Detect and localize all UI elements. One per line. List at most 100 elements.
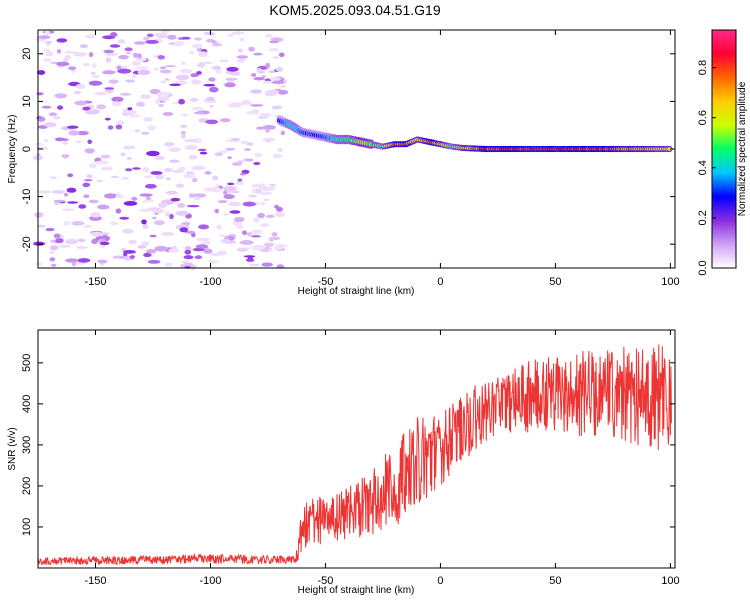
noise-blob [129, 114, 141, 118]
noise-blob [105, 57, 112, 63]
noise-blob [117, 39, 126, 44]
noise-blob [169, 83, 181, 87]
noise-blob [247, 232, 252, 237]
noise-blob [165, 190, 178, 195]
noise-blob [154, 155, 165, 160]
noise-blob [83, 224, 93, 229]
noise-blob [63, 192, 69, 197]
noise-blob [44, 41, 53, 44]
noise-blob [203, 83, 216, 87]
noise-blob [58, 244, 71, 248]
noise-blob [108, 79, 119, 84]
noise-blob [164, 262, 173, 267]
x-tick-label: -50 [318, 575, 334, 587]
colorbar-ticks: 0.0 0.2 0.4 0.6 0.8 [697, 60, 716, 276]
noise-blob [224, 82, 236, 88]
noise-blob [73, 52, 87, 57]
colorbar-tick-label: 0.6 [697, 110, 709, 125]
noise-blob [272, 153, 282, 159]
noise-blob [237, 48, 243, 53]
x-tick-label: -50 [318, 276, 334, 288]
noise-blob [270, 186, 276, 191]
y-tick-label: -10 [21, 189, 33, 205]
noise-blob [257, 70, 265, 74]
noise-blob [53, 233, 61, 239]
noise-blob [161, 199, 170, 203]
noise-blob [142, 223, 149, 229]
noise-blob [124, 47, 133, 52]
noise-blob [54, 93, 68, 99]
noise-blob [76, 140, 81, 144]
noise-blob [240, 172, 246, 176]
noise-blob [274, 204, 279, 209]
snr-y-ticks: 100 200 300 400 500 [21, 354, 675, 536]
noise-blob [162, 112, 174, 116]
noise-blob [88, 52, 94, 58]
noise-blob [223, 212, 229, 216]
noise-blob [160, 80, 167, 84]
noise-blob [183, 138, 196, 143]
noise-blob [38, 190, 51, 194]
noise-blob [117, 68, 132, 74]
noise-blob [220, 239, 231, 243]
noise-blob [155, 174, 165, 180]
noise-blob [223, 186, 238, 191]
noise-blob [132, 167, 141, 170]
noise-blob [226, 66, 239, 72]
noise-blob [88, 199, 99, 204]
noise-blob [240, 101, 253, 106]
noise-blob [205, 119, 219, 125]
noise-blob [107, 125, 114, 130]
noise-blob [141, 241, 150, 247]
noise-blob [242, 230, 247, 235]
noise-blob [178, 98, 186, 105]
noise-blob [268, 237, 275, 242]
noise-blob [88, 80, 103, 86]
noise-blob [149, 234, 157, 238]
colorbar-frame [711, 29, 737, 269]
noise-blob [90, 231, 103, 237]
x-tick-label: -150 [84, 575, 106, 587]
noise-blob [132, 52, 139, 58]
noise-blob [245, 258, 255, 262]
noise-blob [240, 240, 254, 245]
noise-blob [49, 176, 58, 180]
noise-blob [271, 80, 285, 84]
noise-blob [211, 65, 222, 70]
snr-series-line [37, 344, 672, 566]
noise-blob [59, 138, 69, 142]
noise-blob [125, 79, 135, 83]
noise-blob [240, 140, 249, 145]
noise-blob [131, 61, 141, 66]
noise-blob [104, 193, 118, 199]
noise-blob [268, 70, 276, 73]
noise-blob [147, 125, 156, 131]
noise-blob [49, 250, 55, 255]
noise-blob [269, 40, 279, 44]
noise-blob [254, 152, 263, 158]
noise-blob [79, 44, 89, 49]
noise-blob [227, 182, 235, 186]
noise-blob [103, 49, 115, 54]
noise-blob [219, 59, 229, 63]
noise-blob [278, 52, 285, 58]
noise-blob [84, 148, 95, 154]
noise-blob [147, 207, 161, 211]
noise-blob [145, 39, 159, 44]
noise-blob [219, 234, 226, 238]
noise-blob [252, 188, 257, 194]
noise-blob [43, 139, 49, 143]
noise-blob [229, 71, 241, 76]
noise-blob [116, 65, 122, 70]
noise-blob [112, 101, 122, 107]
noise-blob [147, 260, 161, 264]
noise-blob [146, 33, 154, 38]
noise-blob [99, 241, 110, 246]
noise-blob [253, 52, 263, 56]
noise-blob [251, 73, 257, 77]
noise-blob [195, 244, 209, 249]
noise-blob [246, 142, 254, 146]
noise-blob [169, 159, 180, 163]
noise-blob [271, 232, 278, 237]
noise-blob [248, 46, 255, 52]
